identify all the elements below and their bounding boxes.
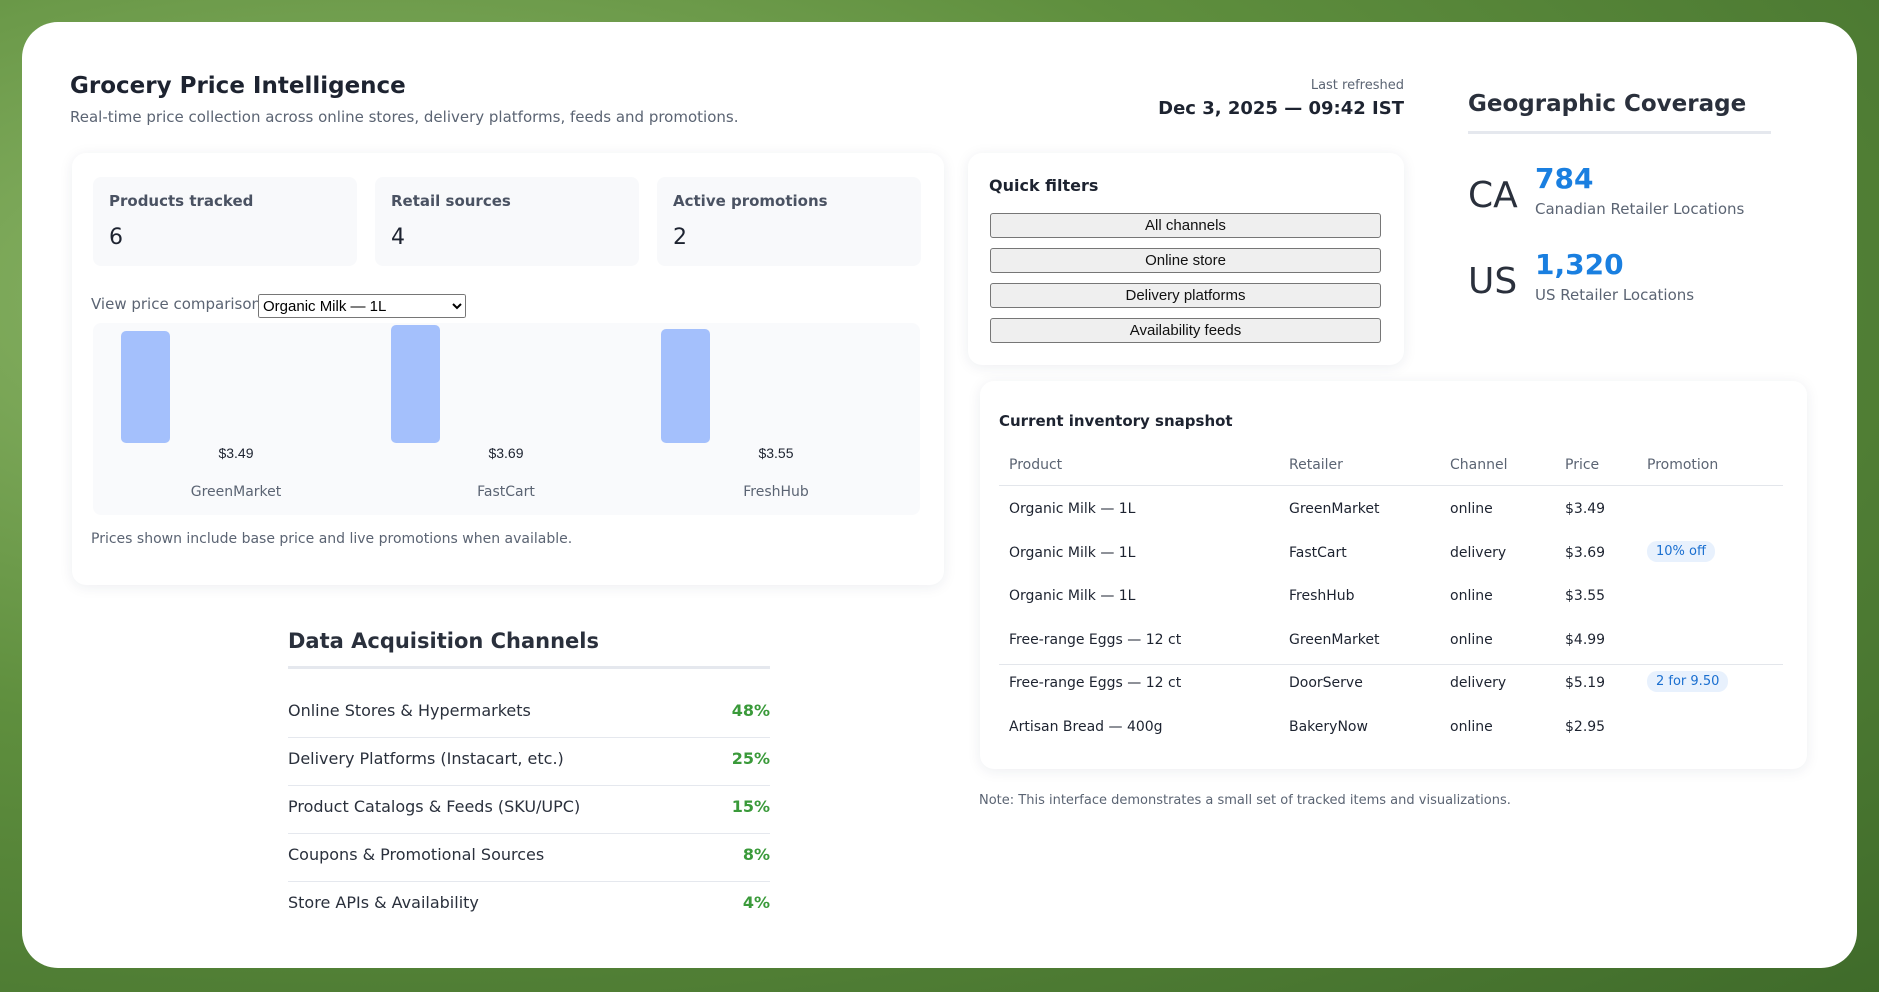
channel-share: 4%: [742, 893, 770, 912]
chart-area: [93, 323, 920, 515]
column-header: Price: [1565, 457, 1600, 473]
filters-title: Quick filters: [989, 176, 1099, 195]
header-rule: [999, 485, 1783, 486]
channel-name: Store APIs & Availability: [288, 893, 479, 912]
cell: $3.55: [1565, 588, 1606, 605]
product-select[interactable]: Organic Milk — 1L: [258, 294, 466, 318]
cell: online: [1450, 631, 1493, 648]
filter-button[interactable]: Delivery platforms: [990, 283, 1381, 308]
region-count: 1,320: [1535, 248, 1624, 281]
cell: FreshHub: [1289, 588, 1355, 605]
region-caption: Canadian Retailer Locations: [1535, 200, 1745, 218]
promotion-badge: 2 for 9.50: [1647, 671, 1729, 693]
cell: $3.69: [1565, 544, 1606, 561]
region-code: US: [1468, 261, 1518, 302]
cell: Artisan Bread — 400g: [1009, 719, 1163, 735]
comparison-label: View price comparison:: [91, 295, 267, 313]
channel-share: 25%: [731, 749, 770, 768]
channel-share: 15%: [731, 797, 770, 816]
row-rule: [288, 881, 770, 882]
cell: BakeryNow: [1289, 719, 1368, 735]
cell: online: [1450, 719, 1493, 735]
channels-title: Data Acquisition Channels: [288, 629, 600, 653]
chart-note: Prices shown include base price and live…: [91, 531, 573, 547]
row-rule: [288, 737, 770, 738]
channel-share: 48%: [731, 701, 770, 720]
stat-card: [375, 177, 639, 266]
channel-name: Delivery Platforms (Instacart, etc.): [288, 749, 564, 768]
cell: FastCart: [1289, 544, 1347, 561]
channel-name: Online Stores & Hypermarkets: [288, 701, 531, 720]
stat-label: Retail sources: [391, 192, 511, 210]
stat-value: 2: [673, 225, 687, 250]
cell: GreenMarket: [1289, 631, 1380, 648]
stat-label: Active promotions: [673, 192, 828, 210]
channel-name: Coupons & Promotional Sources: [288, 845, 545, 864]
region-code: CA: [1468, 175, 1518, 216]
subtitle: Real-time price collection across online…: [70, 108, 739, 126]
row-rule: [999, 664, 1783, 666]
row-rule: [288, 833, 770, 834]
region-caption: US Retailer Locations: [1535, 286, 1695, 304]
inventory-note: Note: This interface demonstrates a smal…: [979, 793, 1511, 808]
cell: Organic Milk — 1L: [1009, 501, 1136, 517]
bar-value-label: $3.49: [218, 445, 254, 461]
bar-value-label: $3.55: [758, 445, 794, 461]
channels-underline: [288, 666, 770, 669]
column-header: Channel: [1450, 457, 1508, 473]
filter-button[interactable]: All channels: [990, 213, 1381, 238]
filter-button[interactable]: Online store: [990, 248, 1381, 273]
column-header: Promotion: [1647, 457, 1719, 473]
cell: delivery: [1450, 544, 1507, 561]
geo-title: Geographic Coverage: [1468, 91, 1747, 117]
bar-category-label: FreshHub: [743, 484, 809, 500]
cell: GreenMarket: [1289, 501, 1380, 517]
cell: online: [1450, 501, 1493, 517]
filter-button[interactable]: Availability feeds: [990, 318, 1381, 343]
bar: [661, 329, 710, 443]
stat-label: Products tracked: [109, 192, 254, 210]
refresh-label: Last refreshed: [1310, 78, 1404, 93]
bar-value-label: $3.69: [488, 445, 524, 461]
cell: $3.49: [1565, 501, 1606, 517]
cell: Free-range Eggs — 12 ct: [1009, 675, 1182, 692]
title: Grocery Price Intelligence: [70, 73, 406, 99]
stat-value: 6: [109, 225, 123, 250]
bar-category-label: GreenMarket: [190, 484, 282, 500]
bar: [121, 331, 170, 443]
stat-card: [93, 177, 357, 266]
cell: DoorServe: [1289, 675, 1363, 692]
column-header: Retailer: [1289, 457, 1343, 473]
refresh-time: Dec 3, 2025 — 09:42 IST: [1158, 98, 1404, 119]
inventory-title: Current inventory snapshot: [999, 412, 1233, 430]
cell: $2.95: [1565, 719, 1606, 735]
stat-card: [657, 177, 921, 266]
promotion-badge: 10% off: [1647, 540, 1715, 562]
cell: Organic Milk — 1L: [1009, 588, 1136, 605]
cell: Free-range Eggs — 12 ct: [1009, 631, 1182, 648]
cell: $5.19: [1565, 675, 1606, 692]
cell: $4.99: [1565, 631, 1606, 648]
geo-underline: [1468, 131, 1771, 134]
channel-share: 8%: [742, 845, 770, 864]
inventory-panel: [980, 381, 1807, 769]
bar: [391, 325, 440, 443]
region-count: 784: [1535, 162, 1594, 195]
cell: delivery: [1450, 675, 1507, 692]
cell: Organic Milk — 1L: [1009, 544, 1136, 561]
column-header: Product: [1009, 457, 1063, 473]
bar-category-label: FastCart: [477, 484, 535, 500]
row-rule: [288, 785, 770, 786]
cell: online: [1450, 588, 1493, 605]
stat-value: 4: [391, 225, 405, 250]
channel-name: Product Catalogs & Feeds (SKU/UPC): [288, 797, 581, 816]
